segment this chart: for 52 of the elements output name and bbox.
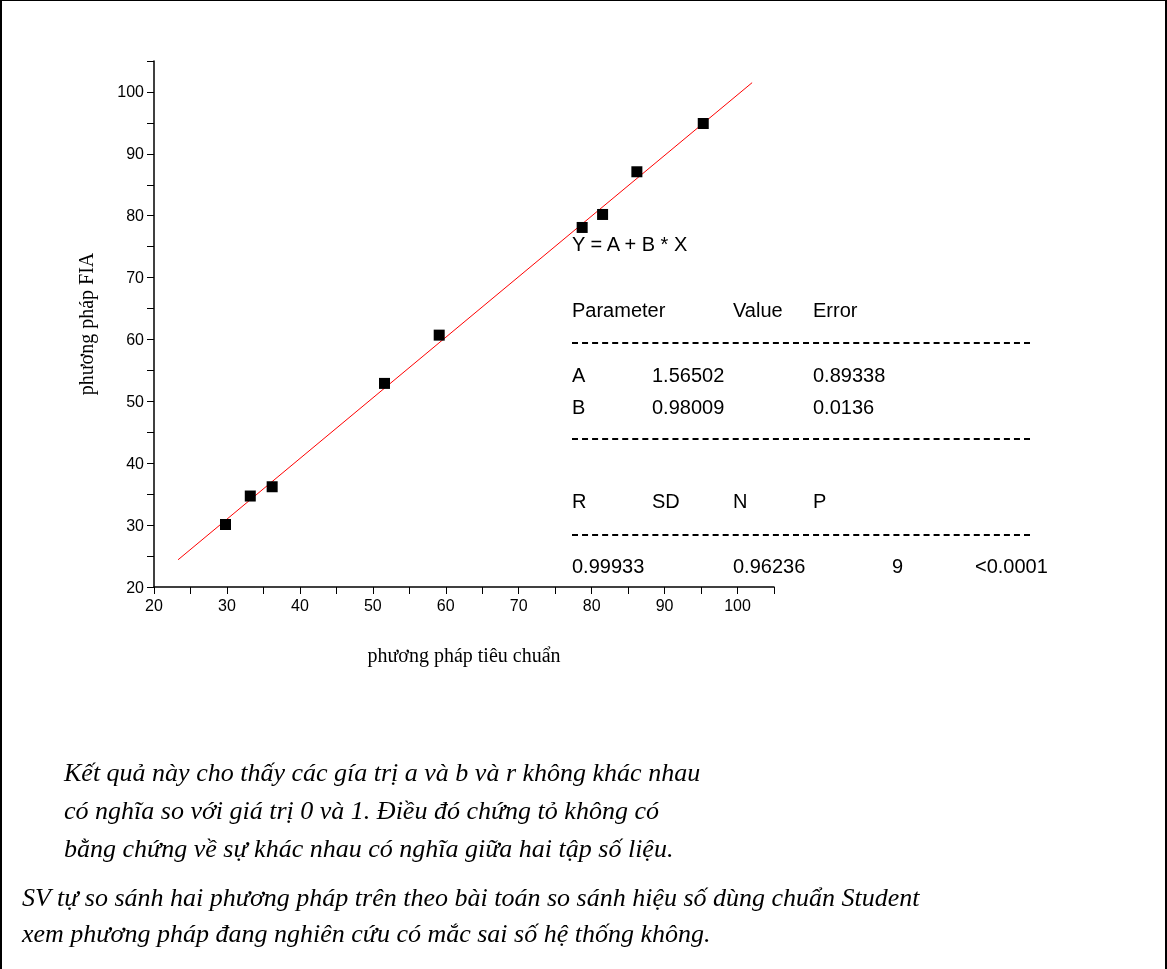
text: Kết quả này cho thấy các gía trị a và b và r không khác nhau — [64, 758, 701, 787]
x-tick-label: 80 — [582, 596, 601, 614]
x-tick-label: 60 — [436, 596, 455, 614]
point — [219, 519, 231, 530]
text: 9 — [892, 555, 904, 577]
y-tick-label: 70 — [126, 269, 145, 287]
y-tick-label: 80 — [126, 207, 145, 225]
annotation: N — [733, 490, 748, 512]
annotation: 0.96236 — [733, 555, 806, 577]
text: 0.89338 — [813, 364, 886, 386]
annotation: A — [572, 364, 586, 386]
x-tick-label: 20 — [145, 596, 163, 614]
annotation: 1.56502 — [652, 364, 725, 386]
x-tick-label: 30 — [218, 596, 236, 614]
annotation: B — [572, 396, 586, 418]
x-tick-label: 100 — [724, 596, 751, 614]
text: <0.0001 — [975, 555, 1048, 577]
text: SV tự so sánh hai phương pháp trên theo bài toán so sánh hiệu số dùng chuẩn Student — [22, 883, 920, 912]
point — [697, 118, 709, 129]
x-tick-label: 90 — [655, 596, 674, 614]
y-tick-label: 40 — [126, 454, 145, 472]
x-tick-label: 40 — [290, 596, 309, 614]
y-tick-label: 60 — [126, 330, 145, 348]
annotation: Value — [733, 299, 783, 321]
point — [631, 166, 643, 178]
y-tick-label: 50 — [126, 392, 145, 410]
text: xem phương pháp đang nghiên cứu có mắc sai số hệ thống không. — [22, 919, 711, 948]
x-tick-label: 70 — [509, 596, 528, 614]
point — [378, 377, 390, 389]
x-axis-title: phương pháp tiêu chuẩn — [367, 644, 561, 667]
annotation: Parameter — [572, 299, 666, 321]
text: P — [813, 490, 827, 512]
text: có nghĩa so với giá trị 0 và 1. Điều đó chứng tỏ không có — [64, 796, 659, 825]
point — [433, 329, 445, 341]
annotation: Y = A + B * X — [572, 233, 688, 255]
annotation: SD — [652, 490, 680, 512]
y-tick-label: 20 — [126, 578, 145, 596]
annotation: 0.99933 — [572, 555, 645, 577]
text: bằng chứng về sự khác nhau có nghĩa giữa hai tập số liệu. — [64, 834, 674, 863]
y-tick-label: 30 — [126, 516, 145, 534]
point — [576, 221, 588, 233]
annotation: 0.98009 — [652, 396, 725, 418]
annotation: R — [572, 490, 587, 512]
point — [597, 208, 609, 220]
y-axis-title: phương pháp FIA — [75, 252, 98, 396]
text: 0.0136 — [813, 396, 875, 418]
x-tick-label: 50 — [363, 596, 382, 614]
point — [266, 481, 278, 493]
text: Error — [813, 299, 858, 321]
y-tick-label: 100 — [117, 83, 145, 101]
point — [244, 490, 256, 502]
y-tick-label: 90 — [126, 145, 145, 163]
